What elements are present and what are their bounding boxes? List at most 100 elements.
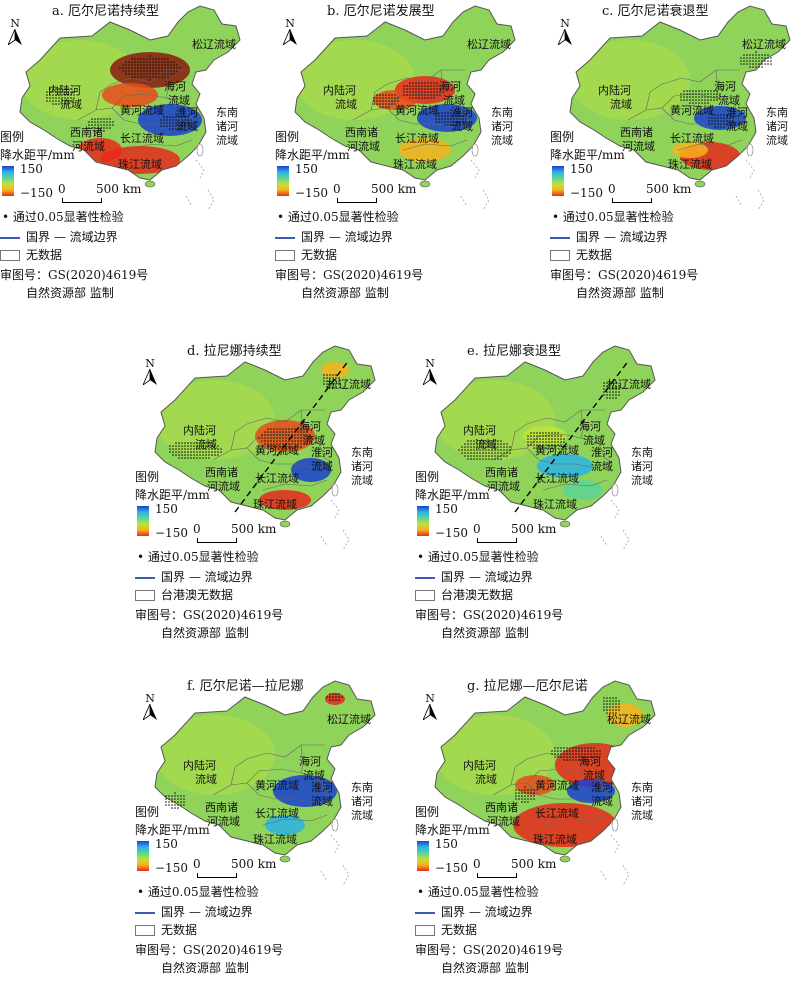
- basin-label-songliao: 松辽流域: [607, 378, 651, 391]
- boundary-line-icon: [135, 911, 155, 914]
- basin-label-inland: 内陆河: [463, 759, 496, 772]
- scale-zero: 0: [193, 857, 201, 871]
- basin-label-haihe2: 流域: [583, 434, 605, 447]
- significance-note: • 通过0.05显著性检验: [417, 885, 539, 899]
- anomaly-region: [325, 693, 345, 705]
- north-arrow-icon: N: [7, 18, 22, 48]
- nodata-box-icon: [550, 250, 570, 261]
- north-arrow-icon: N: [142, 358, 157, 388]
- basin-label-inland2: 流域: [475, 438, 497, 451]
- north-arrow-icon: N: [422, 693, 437, 723]
- precip-anomaly-label: 降水距平/mm: [550, 148, 625, 162]
- basin-label-inland2: 流域: [610, 98, 632, 111]
- approval-number: 审图号：GS(2020)4619号: [135, 943, 284, 957]
- boundary-legend: 国界 — 流域边界: [0, 228, 118, 245]
- panel-title: f. 厄尔尼诺—拉尼娜: [187, 679, 304, 694]
- basin-label-southeast3: 流域: [631, 809, 653, 822]
- legend-title: 图例: [135, 805, 160, 819]
- basin-label-haihe: 海河: [439, 80, 461, 93]
- colorbar-max: 150: [295, 162, 318, 176]
- basin-label-southeast: 东南: [351, 446, 373, 459]
- boundary-line-icon: [550, 236, 570, 239]
- basin-label-huaihe: 淮河: [591, 781, 613, 794]
- colorbar-min: −150: [435, 861, 468, 875]
- approval-number: 审图号：GS(2020)4619号: [275, 268, 424, 282]
- anomaly-region: [513, 803, 617, 847]
- basin-label-huaihe2: 流域: [311, 795, 333, 808]
- scale-zero: 0: [193, 522, 201, 536]
- basin-label-huaihe2: 流域: [591, 795, 613, 808]
- basin-label-huaihe: 淮河: [311, 446, 333, 459]
- china-map: [434, 680, 656, 886]
- nodata-box-icon: [135, 590, 155, 601]
- basin-label-huaihe2: 流域: [726, 120, 748, 133]
- basin-label-inland: 内陆河: [183, 424, 216, 437]
- basin-label-haihe: 海河: [299, 420, 321, 433]
- colorbar: [417, 506, 429, 536]
- legend-title: 图例: [415, 805, 440, 819]
- colorbar: [2, 166, 14, 196]
- basin-label-huaihe2: 流域: [311, 460, 333, 473]
- legend-title: 图例: [135, 470, 160, 484]
- colorbar-max: 150: [155, 837, 178, 851]
- supervisor-note: 自然资源部 监制: [441, 626, 529, 640]
- basin-label-southwest: 西南诸: [205, 466, 238, 479]
- map-panel-f: f. 厄尔尼诺—拉尼娜 N 内陆河 流域 松辽流域 海河 流域 黄河流域 淮河 流域 西南诸 河流…: [135, 675, 395, 985]
- colorbar-min: −150: [155, 861, 188, 875]
- significance-note: • 通过0.05显著性检验: [2, 210, 124, 224]
- scale-bar: [337, 198, 377, 203]
- basin-label-huaihe: 淮河: [726, 106, 748, 119]
- approval-number: 审图号：GS(2020)4619号: [135, 608, 284, 622]
- basin-label-southeast2: 诸河: [491, 120, 513, 133]
- boundary-line-icon: [275, 236, 295, 239]
- basin-label-haihe: 海河: [164, 80, 186, 93]
- scale-zero: 0: [473, 522, 481, 536]
- nodata-box-icon: [135, 925, 155, 936]
- basin-label-huanghe: 黄河流域: [535, 779, 579, 792]
- basin-label-huaihe: 淮河: [451, 106, 473, 119]
- basin-label-haihe: 海河: [579, 420, 601, 433]
- dashed-divide-line: [234, 359, 350, 513]
- approval-number: 审图号：GS(2020)4619号: [550, 268, 699, 282]
- anomaly-region: [321, 362, 349, 378]
- colorbar: [552, 166, 564, 196]
- boundary-line-icon: [135, 576, 155, 579]
- colorbar-min: −150: [155, 526, 188, 540]
- basin-label-southwest2: 河流域: [347, 140, 380, 153]
- colorbar-min: −150: [295, 186, 328, 200]
- basin-label-southwest2: 河流域: [487, 480, 520, 493]
- map-panel-c: c. 厄尔尼诺衰退型 N 内陆河 流域 松辽流域 海河 流域 黄河流域 淮河 流域 西南诸 河流域…: [550, 0, 791, 310]
- basin-label-southeast2: 诸河: [351, 795, 373, 808]
- map-panel-e: e. 拉尼娜衰退型 N 内陆河 流域 松辽流域 海河 流域 黄河流域 淮河 流域 西南诸 河流域长…: [415, 340, 675, 650]
- precip-anomaly-label: 降水距平/mm: [275, 148, 350, 162]
- colorbar-max: 150: [155, 502, 178, 516]
- scale-km: 500 km: [231, 522, 277, 536]
- basin-label-yangtze: 长江流域: [670, 132, 714, 145]
- boundary-legend: 国界 — 流域边界: [275, 228, 393, 245]
- basin-label-haihe2: 流域: [583, 769, 605, 782]
- colorbar: [417, 841, 429, 871]
- basin-label-inland2: 流域: [475, 773, 497, 786]
- significance-note: • 通过0.05显著性检验: [137, 550, 259, 564]
- basin-label-pearl: 珠江流域: [668, 158, 712, 171]
- anomaly-region: [607, 703, 643, 727]
- supervisor-note: 自然资源部 监制: [576, 286, 664, 300]
- basin-label-haihe2: 流域: [168, 94, 190, 107]
- china-map: [294, 5, 516, 211]
- basin-label-inland2: 流域: [195, 773, 217, 786]
- scale-zero: 0: [58, 182, 66, 196]
- colorbar-max: 150: [20, 162, 43, 176]
- basin-label-southwest: 西南诸: [485, 466, 518, 479]
- nodata-box-icon: [415, 925, 435, 936]
- scale-bar: [477, 538, 517, 543]
- scale-zero: 0: [333, 182, 341, 196]
- basin-label-huanghe: 黄河流域: [395, 104, 439, 117]
- anomaly-region: [255, 420, 315, 452]
- basin-label-pearl: 珠江流域: [253, 498, 297, 511]
- basin-label-inland2: 流域: [335, 98, 357, 111]
- supervisor-note: 自然资源部 监制: [301, 286, 389, 300]
- basin-label-southeast3: 流域: [351, 474, 373, 487]
- scale-bar: [197, 538, 237, 543]
- nodata-legend: 无数据: [415, 921, 477, 938]
- basin-label-southwest: 西南诸: [620, 126, 653, 139]
